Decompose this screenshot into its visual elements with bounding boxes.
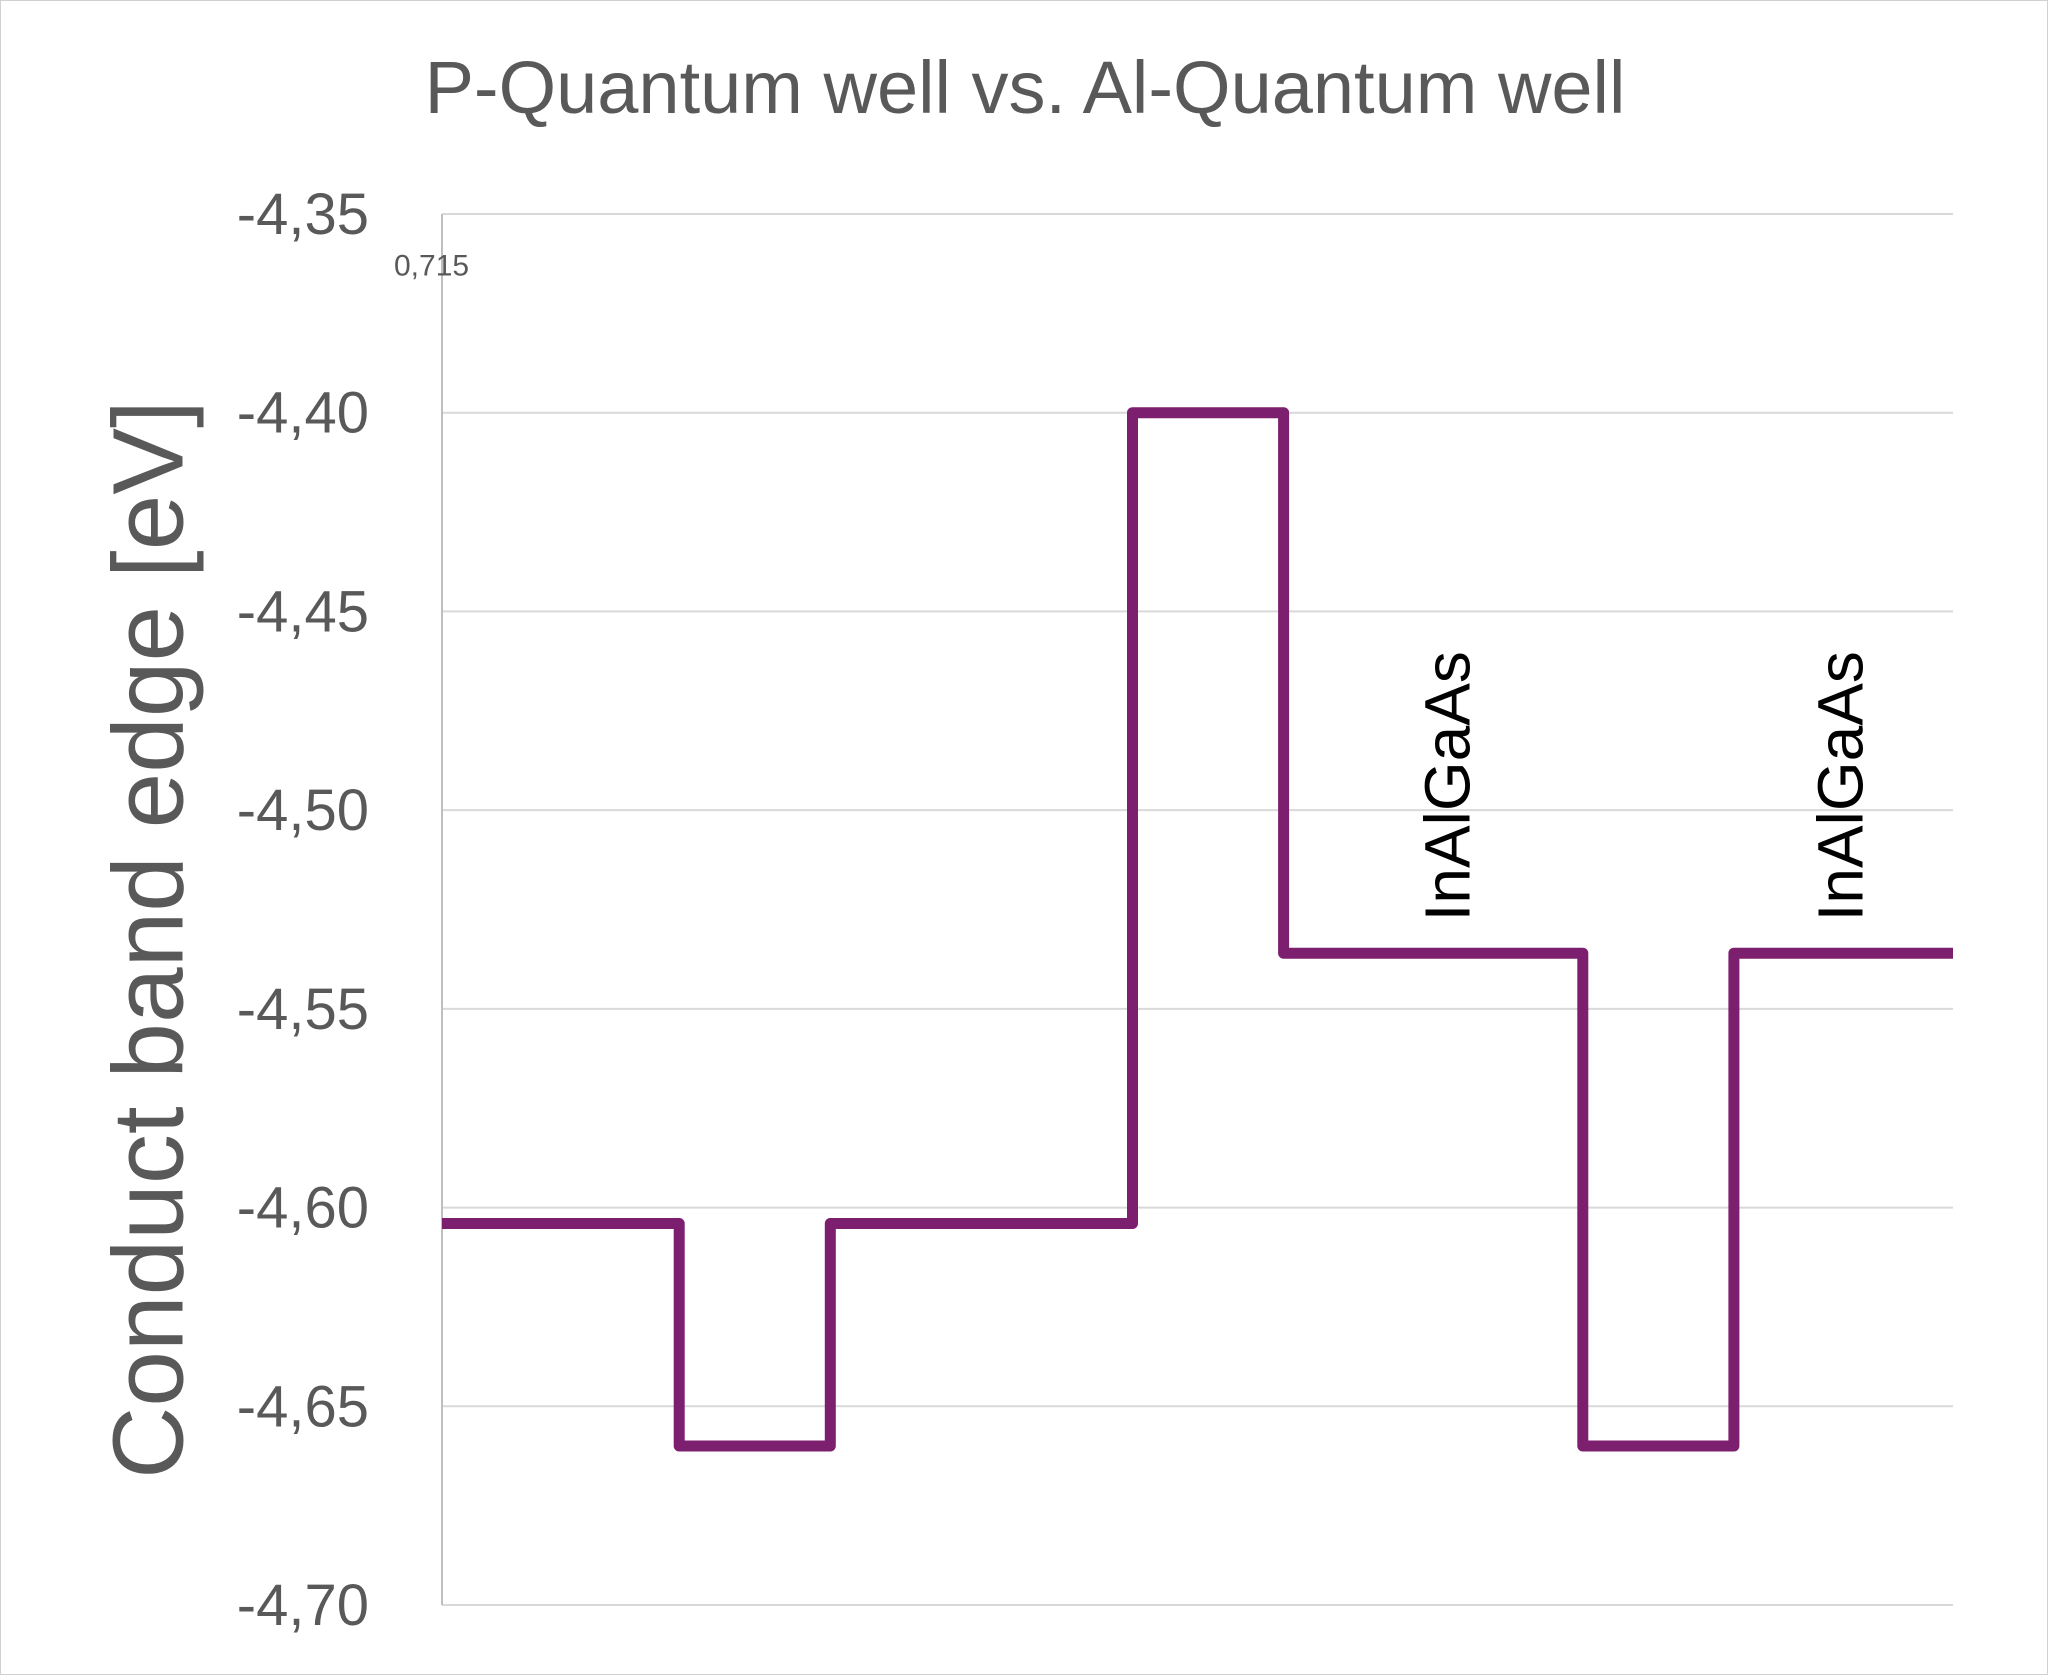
- annotations: 0,715: [394, 250, 469, 283]
- y-axis-label: Conduct band edge [eV]: [92, 400, 204, 1479]
- y-tick-label: -4,50: [237, 778, 369, 843]
- y-tick-label: -4,60: [237, 1176, 369, 1241]
- gridlines: [442, 213, 1953, 1606]
- y-tick-label: -4,40: [237, 381, 369, 446]
- chart-title: P-Quantum well vs. Al-Quantum well: [425, 46, 1626, 129]
- y-tick-label: -4,55: [237, 977, 369, 1042]
- y-tick-label: -4,45: [237, 579, 369, 644]
- y-tick-labels: -4,35 -4,40 -4,45 -4,50 -4,55 -4,60 -4,65 -4,70: [237, 182, 369, 1638]
- series-line-conduct-band-edge: [442, 407, 1953, 1452]
- y-tick-label: -4,35: [237, 182, 369, 247]
- annotation-label: 0,715: [394, 250, 469, 283]
- region-labels: InAlGaAs InAlGaAs: [1411, 651, 1876, 921]
- y-tick-label: -4,65: [237, 1374, 369, 1439]
- y-tick-label: -4,70: [237, 1573, 369, 1638]
- region-label-inalgaas: InAlGaAs: [1804, 651, 1876, 921]
- region-label-inalgaas: InAlGaAs: [1411, 651, 1483, 921]
